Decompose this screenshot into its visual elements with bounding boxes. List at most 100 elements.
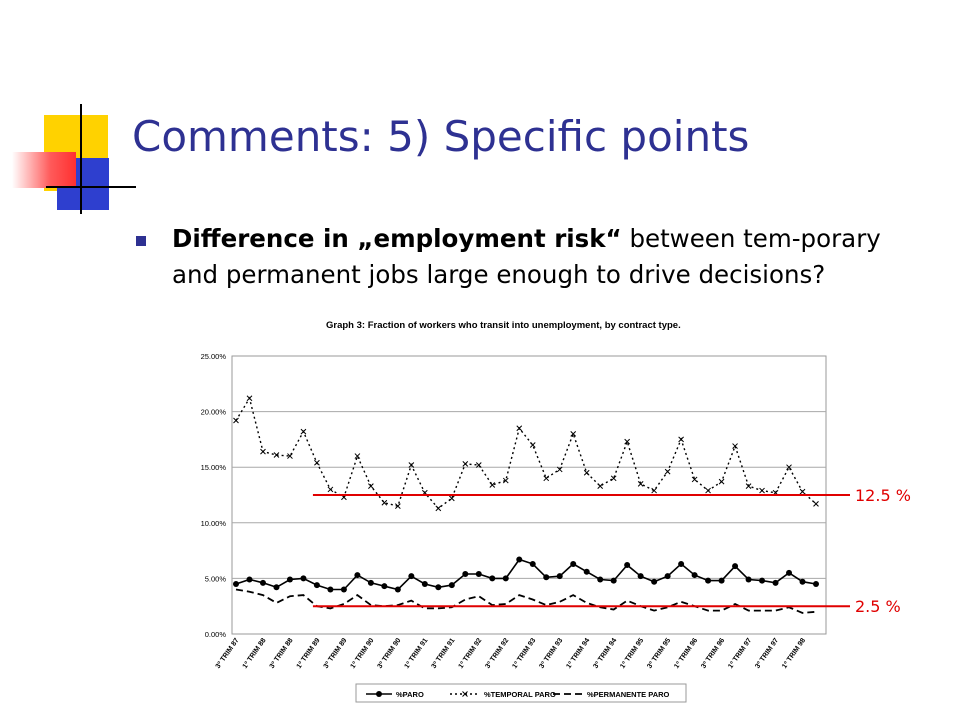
x-tick-label: 1º TRIM 93 [511, 637, 537, 670]
series-point [570, 560, 577, 567]
decor-red-square [12, 152, 76, 188]
series-point [394, 586, 401, 593]
series-point [435, 505, 442, 512]
series-point [637, 481, 644, 487]
slide-title: Comments: 5) Specific points [132, 112, 750, 161]
legend-label: %PARO [396, 690, 424, 699]
series-point [556, 466, 563, 473]
series-point [259, 579, 266, 586]
series-point [651, 578, 658, 585]
series-point [718, 478, 725, 485]
x-tick-label: 3º TRIM 88 [269, 637, 295, 670]
series-point [462, 570, 469, 577]
series-point [516, 425, 523, 432]
series-point [260, 448, 266, 455]
series-point [313, 582, 320, 589]
series-point [570, 430, 577, 437]
y-tick-label: 20.00% [201, 408, 227, 417]
series-point [340, 586, 347, 593]
series-point [813, 501, 819, 507]
x-tick-label: 1º TRIM 97 [727, 637, 753, 670]
x-tick-label: 1º TRIM 88 [242, 637, 268, 670]
series-point [408, 462, 415, 468]
series-point [327, 486, 334, 493]
series-point [354, 572, 361, 579]
x-tick-label: 3º TRIM 87 [215, 637, 241, 670]
series-point [381, 499, 388, 506]
series-point [691, 572, 698, 579]
x-tick-label: 1º TRIM 98 [781, 637, 807, 670]
series-point [368, 483, 374, 489]
legend-marker [462, 691, 468, 697]
y-tick-label: 25.00% [201, 352, 227, 361]
x-tick-label: 3º TRIM 96 [700, 637, 726, 670]
x-tick-label: 3º TRIM 89 [323, 637, 349, 670]
x-tick-label: 3º TRIM 94 [592, 637, 618, 670]
series-point [246, 395, 253, 402]
reference-line-label: 12.5 % [855, 486, 911, 505]
bullet-marker [136, 236, 146, 246]
reference-line-label: 2.5 % [855, 597, 901, 616]
series-point [448, 582, 455, 589]
series-point [233, 417, 239, 424]
series-point [772, 579, 779, 586]
y-tick-label: 15.00% [201, 463, 227, 472]
series-point [745, 576, 752, 583]
x-tick-label: 3º TRIM 93 [538, 637, 564, 670]
series-point [448, 495, 455, 502]
series-point [732, 563, 739, 570]
legend-label: %TEMPORAL PARO [484, 690, 556, 699]
y-tick-label: 0.00% [205, 630, 227, 639]
series-point [300, 575, 307, 582]
series-point [813, 580, 819, 587]
x-tick-label: 3º TRIM 95 [646, 637, 672, 670]
series-point [556, 573, 563, 580]
series-point [516, 556, 523, 563]
decor-horizontal-line [46, 186, 136, 188]
bullet-rest-text: between tem-porary and permanent jobs la… [172, 224, 881, 289]
series-point [691, 476, 698, 483]
bullet-text: Difference in „employment risk“ between … [172, 221, 912, 293]
series-point [273, 584, 280, 591]
series-point [610, 577, 617, 584]
series-point [583, 568, 590, 575]
series-point [529, 560, 536, 567]
x-tick-label: 1º TRIM 90 [350, 637, 376, 670]
series-point [489, 575, 496, 582]
series-point [475, 570, 482, 577]
x-tick-label: 1º TRIM 89 [296, 637, 322, 670]
series-point [287, 453, 293, 459]
series-point [624, 438, 631, 445]
chart-title: Graph 3: Fraction of workers who transit… [326, 320, 681, 331]
x-tick-label: 1º TRIM 94 [565, 637, 591, 670]
series-point [327, 586, 334, 593]
legend-box [355, 683, 687, 703]
series-point [408, 573, 415, 580]
series-point [718, 577, 725, 584]
series-point [421, 580, 428, 587]
series-point [475, 462, 482, 468]
series-point [273, 452, 280, 458]
series-point [314, 459, 320, 466]
series-point [529, 442, 536, 448]
series-point [732, 443, 738, 449]
series-point [597, 576, 604, 583]
series-point [759, 487, 765, 494]
series-point [233, 580, 239, 587]
y-tick-label: 5.00% [205, 574, 227, 583]
series-point [664, 573, 671, 580]
series-point [678, 436, 684, 443]
series-point [300, 428, 307, 435]
series-point [678, 560, 685, 567]
series-line-2 [235, 588, 817, 614]
series-point [651, 487, 657, 494]
series-point [246, 576, 253, 583]
series-point [705, 487, 711, 494]
series-point [354, 453, 361, 459]
series-point [610, 475, 617, 482]
x-tick-label: 1º TRIM 92 [457, 637, 483, 670]
series-point [637, 573, 644, 580]
series-point [381, 583, 388, 590]
x-tick-label: 1º TRIM 91 [404, 637, 430, 670]
